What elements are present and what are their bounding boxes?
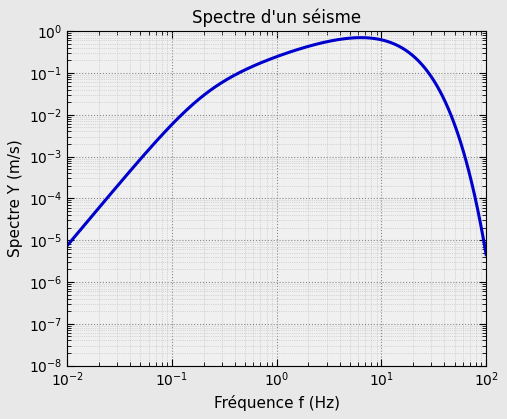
X-axis label: Fréquence f (Hz): Fréquence f (Hz) [214, 395, 340, 411]
Title: Spectre d'un séisme: Spectre d'un séisme [192, 8, 361, 27]
Y-axis label: Spectre Y (m/s): Spectre Y (m/s) [8, 140, 23, 257]
